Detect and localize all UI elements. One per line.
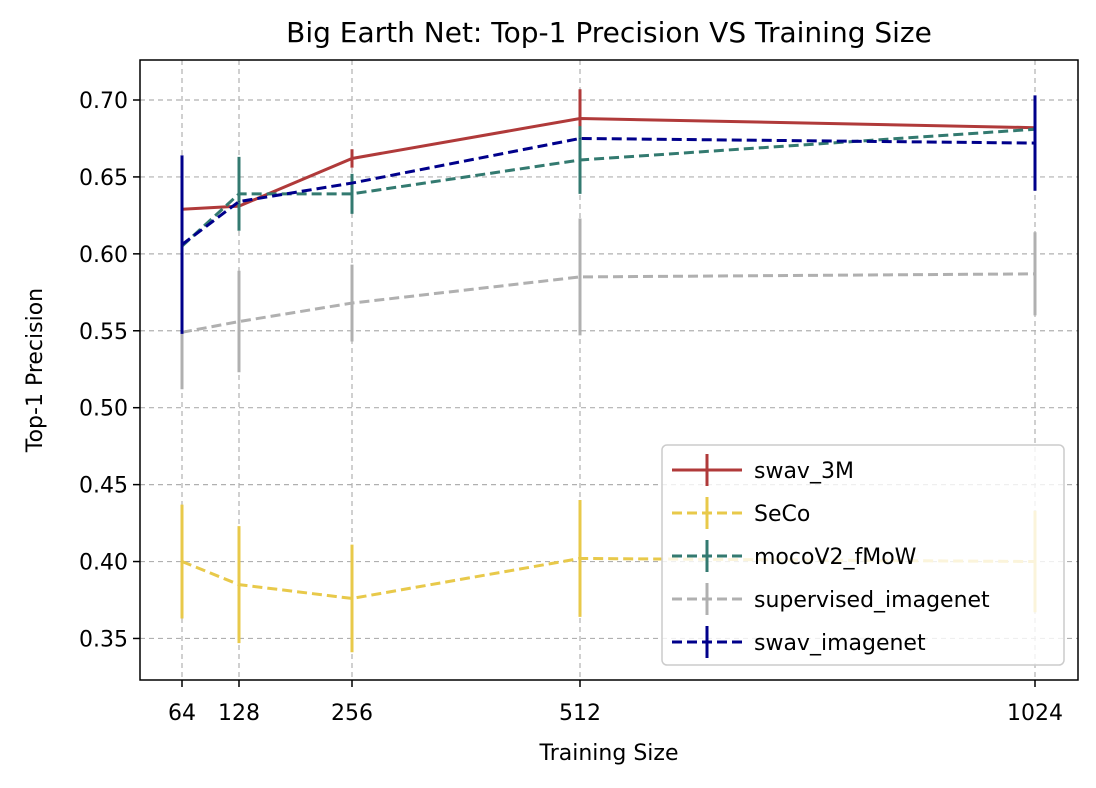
legend-label-SeCo: SeCo <box>754 502 810 527</box>
data-point <box>238 201 240 203</box>
legend: swav_3M SeCo mocoV2_fMoW supervised_imagene… <box>661 444 1065 666</box>
legend-label-supervised_imagenet: supervised_imagenet <box>754 588 990 613</box>
data-point <box>579 137 581 139</box>
legend-label-swav_3M: swav_3M <box>754 459 854 484</box>
y-axis-label: Top-1 Precision <box>23 288 48 453</box>
data-point <box>579 117 581 119</box>
data-point <box>238 584 240 586</box>
chart-title: Big Earth Net: Top-1 Precision VS Traini… <box>286 16 932 49</box>
series-supervised_imagenet <box>180 218 1037 390</box>
series-layer <box>180 89 1037 653</box>
data-point <box>238 193 240 195</box>
data-point <box>351 182 353 184</box>
x-tick-label: 64 <box>168 701 196 726</box>
series-mocoV2_fMoW <box>180 126 1036 248</box>
y-tick-label: 0.65 <box>79 166 128 191</box>
x-tick-label: 256 <box>331 701 373 726</box>
data-point <box>579 557 581 559</box>
series-swav_imagenet <box>180 95 1037 334</box>
legend-label-swav_imagenet: swav_imagenet <box>754 631 926 656</box>
data-point <box>238 321 240 323</box>
x-tick-label: 1024 <box>1007 701 1063 726</box>
x-axis-label: Training Size <box>539 741 679 766</box>
plot-frame <box>139 59 1079 681</box>
data-point <box>351 157 353 159</box>
data-point <box>1034 142 1036 144</box>
y-tick-label: 0.50 <box>79 397 128 422</box>
series-line <box>181 136 1036 246</box>
x-tick-label: 128 <box>218 701 260 726</box>
data-point <box>1034 273 1036 275</box>
data-point <box>181 244 183 246</box>
data-point <box>351 597 353 599</box>
y-tick-label: 0.35 <box>79 627 128 652</box>
data-point <box>351 302 353 304</box>
data-point <box>579 276 581 278</box>
legend-box <box>661 444 1065 666</box>
y-tick-label: 0.40 <box>79 551 128 576</box>
data-point <box>579 159 581 161</box>
series-line <box>180 127 1036 248</box>
y-tick-label: 0.55 <box>79 320 128 345</box>
series-line <box>181 116 1036 211</box>
y-tick-label: 0.60 <box>79 243 128 268</box>
legend-label-mocoV2_fMoW: mocoV2_fMoW <box>754 545 917 570</box>
tick-layer: 64 128 256 512 1024 0.35 0.40 0.45 0.50 0.55 0.60 0… <box>79 89 1063 726</box>
data-point <box>181 561 183 563</box>
series-swav_3M <box>181 89 1036 220</box>
y-tick-label: 0.45 <box>79 474 128 499</box>
y-tick-label: 0.70 <box>79 89 128 114</box>
data-point <box>351 193 353 195</box>
series-line <box>181 272 1036 334</box>
x-tick-label: 512 <box>559 701 601 726</box>
